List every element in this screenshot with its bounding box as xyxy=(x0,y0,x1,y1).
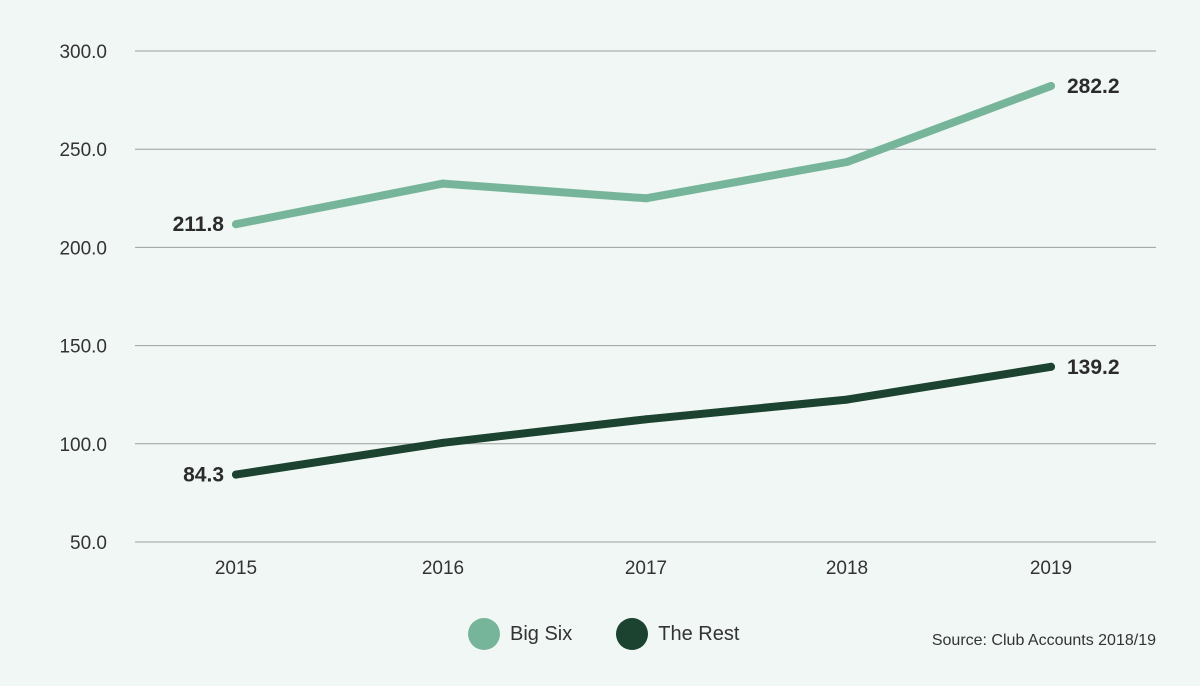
data-label: 139.2 xyxy=(1067,356,1120,379)
data-point xyxy=(642,194,650,203)
legend-swatch-big-six xyxy=(468,618,500,650)
data-point xyxy=(843,395,851,404)
legend-label-big-six: Big Six xyxy=(510,622,573,645)
data-point xyxy=(232,470,240,479)
data-point xyxy=(843,157,851,166)
y-tick-label: 100.0 xyxy=(59,435,107,456)
data-point xyxy=(439,438,447,447)
x-tick-label: 2017 xyxy=(625,558,667,579)
x-tick-label: 2015 xyxy=(215,558,257,579)
y-axis-ticks: 50.0 100.0 150.0 200.0 250.0 300.0 xyxy=(59,42,107,554)
data-labels: 211.8 282.2 84.3 139.2 xyxy=(173,75,1120,487)
legend-swatch-the-rest xyxy=(616,618,649,650)
legend-item-big-six: Big Six xyxy=(468,618,572,650)
data-point xyxy=(1047,362,1055,371)
x-tick-label: 2018 xyxy=(826,558,868,579)
x-tick-label: 2016 xyxy=(422,558,464,579)
data-point xyxy=(232,220,240,229)
series-lines xyxy=(232,81,1055,479)
data-label: 282.2 xyxy=(1067,75,1120,98)
x-axis-ticks: 2015 2016 2017 2018 2019 xyxy=(215,558,1072,579)
y-tick-label: 300.0 xyxy=(59,42,107,63)
y-tick-label: 250.0 xyxy=(59,140,107,161)
y-tick-label: 200.0 xyxy=(59,238,107,259)
y-tick-label: 150.0 xyxy=(59,337,107,358)
data-point xyxy=(1047,81,1055,90)
legend-item-the-rest: The Rest xyxy=(616,618,739,650)
data-point xyxy=(439,179,447,188)
y-tick-label: 50.0 xyxy=(70,533,107,554)
legend-label-the-rest: The Rest xyxy=(658,622,740,645)
data-label: 84.3 xyxy=(183,464,224,487)
source-note: Source: Club Accounts 2018/19 xyxy=(931,632,1156,649)
data-label: 211.8 xyxy=(173,213,225,236)
series-line-big-six xyxy=(232,82,1055,229)
data-point xyxy=(642,415,650,424)
x-tick-label: 2019 xyxy=(1030,558,1072,579)
grid-lines xyxy=(135,50,1156,543)
legend: Big Six The Rest xyxy=(468,618,783,650)
